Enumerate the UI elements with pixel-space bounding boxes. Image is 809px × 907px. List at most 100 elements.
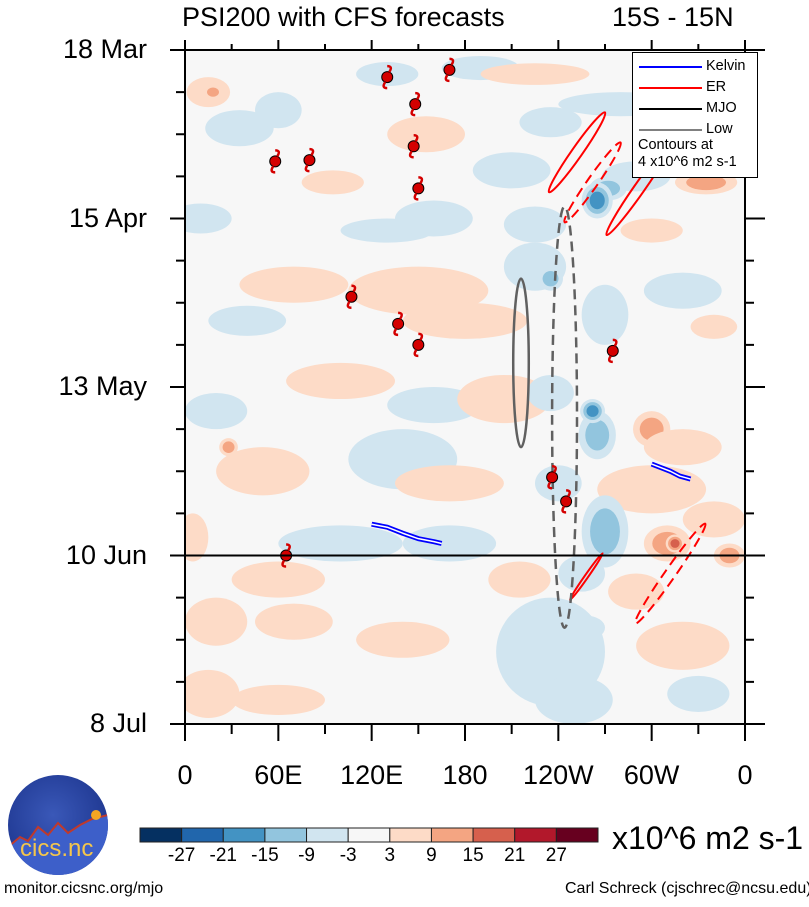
anomaly-blob [185,597,248,646]
tropical-cyclone-icon [407,134,420,159]
colorbar-tick-label: -27 [167,845,196,866]
anomaly-blob [255,92,302,129]
anomaly-blob [690,314,738,339]
footer-url: monitor.cicsnc.org/mjo [4,880,164,897]
tropical-cyclone-icon [381,64,394,90]
anomaly-blob [356,621,450,658]
colorbar-swatch [306,827,349,843]
anomaly-blob [608,573,665,610]
cics-logo: cics.nc [8,775,108,875]
anomaly-blob [208,305,287,336]
anomaly-blob [682,501,745,538]
colorbar-swatch [514,827,557,843]
anomaly-blob [185,669,240,718]
colorbar-tick-label: 3 [384,845,396,866]
legend: Kelvin ER MJO Low Contours at 4 x10^6 m2… [632,52,758,178]
anomaly-blob [185,203,232,234]
tropical-cyclone-icon [409,91,422,117]
colorbar-tick-label: 15 [462,845,484,866]
y-tick-label: 8 Jul [89,708,147,738]
x-tick-label: 60E [254,760,303,790]
mjo-line-swatch [639,108,702,110]
anomaly-blob [636,621,730,670]
anomaly-blob [667,675,730,712]
anomaly-blob [519,107,582,138]
tropical-cyclone-icon [546,465,559,490]
anomaly-blob [581,284,629,345]
anomaly-blob [650,627,669,652]
anomaly-blob [301,170,364,195]
anomaly-blob [387,387,481,424]
anomaly-blob [387,116,465,153]
x-tick-label: 0 [737,760,753,790]
y-tick-label: 18 Mar [62,34,147,64]
colorbar-tick-label: -9 [298,845,315,866]
tropical-cyclone-icon [269,149,282,174]
tropical-cyclone-icon [560,489,573,514]
colorbar-swatch [264,827,308,843]
anomaly-blob [207,87,219,97]
anomaly-blob [185,513,209,562]
x-tick-label: 60W [623,760,680,790]
anomaly-blob [222,441,235,453]
x-tick-label: 180 [442,760,488,790]
tropical-cyclone-icon [606,338,619,364]
colorbar-tick-label: -15 [251,845,279,866]
colorbar-tick-label: 27 [545,845,567,866]
colorbar-swatch [555,827,599,843]
anomaly-blob [488,561,551,598]
colorbar-swatch [347,827,391,843]
anomaly-blob [535,465,582,502]
anomaly-blob [590,508,620,555]
er-contour [547,111,607,194]
x-tick-label: 0 [177,760,193,790]
legend-note-line: 4 x10^6 m2 s-1 [638,154,737,170]
anomaly-blob [522,615,548,640]
tropical-cyclone-icon [443,57,456,83]
er-contour [634,522,707,625]
logo-mountains-icon [8,810,108,875]
anomaly-blob [395,200,473,237]
wave-contours [371,111,707,629]
colorbar-swatch [430,827,474,843]
anomaly-blob [255,603,333,640]
kelvin-contour-inner [371,523,442,545]
legend-label: Low [706,121,733,137]
anomaly-blob [535,675,613,724]
anomaly-blob [231,561,325,598]
low-line-swatch [639,129,702,131]
anomaly-blob [278,525,403,562]
colorbar-tick-label: 21 [504,845,526,866]
chart-subtitle: 15S - 15N [612,2,734,32]
kelvin-line-swatch [639,66,702,68]
anomaly-blob [286,362,395,400]
anomaly-blob [643,272,722,309]
er-contour [563,141,622,224]
legend-item-er: ER [633,78,759,100]
anomaly-blob [402,302,528,339]
tropical-cyclone-icon [392,311,405,337]
anomaly-blob [402,525,497,562]
legend-label: ER [706,79,727,95]
anomaly-blob [643,429,722,466]
kelvin-contour-inner [651,463,691,480]
anomaly-blob [589,191,605,210]
tropical-cyclone-icon [412,332,425,358]
colorbar-swatch [181,827,224,843]
y-tick-label: 15 Apr [68,202,147,233]
anomaly-blob [480,63,590,85]
colorbar-tick-label: 9 [426,845,437,866]
colorbar-swatch [222,827,266,843]
logo-text: cics.nc [20,835,94,862]
y-tick-label: 13 May [58,371,147,401]
colorbar-swatch [389,827,432,843]
colorbar-swatch [139,827,183,843]
er-line-swatch [639,87,702,89]
colorbar-tick-label: -3 [339,845,357,866]
tropical-cyclone-icon [345,284,358,309]
chart-title: PSI200 with CFS forecasts [182,2,505,32]
legend-label: MJO [706,100,737,116]
x-tick-label: 120E [340,760,404,790]
low-contour [550,205,579,629]
tropical-cyclone-icon [412,176,425,201]
